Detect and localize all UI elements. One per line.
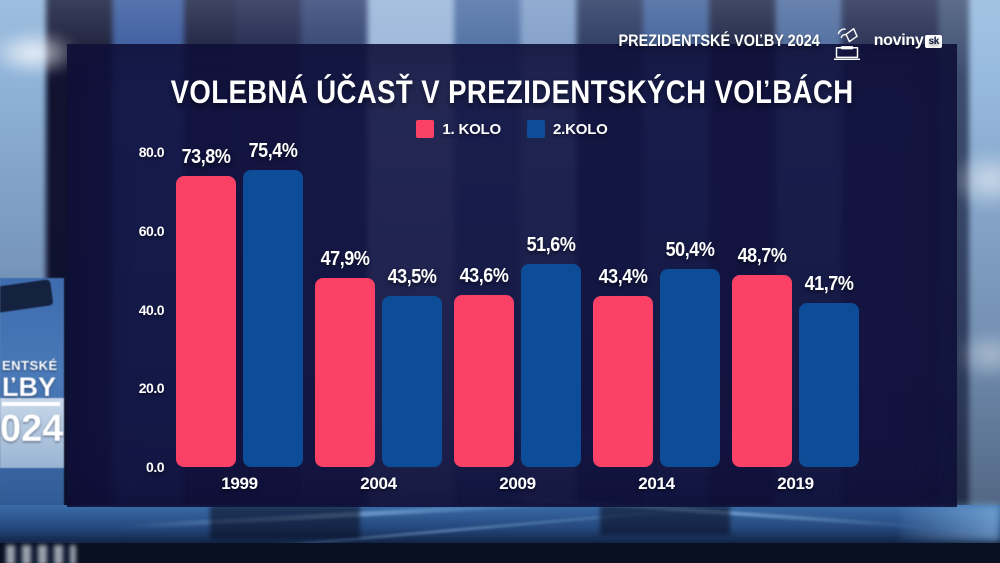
floor-reflection-blob xyxy=(6,545,76,563)
show-title: PREZIDENTSKÉ VOĽBY 2024 xyxy=(618,31,820,50)
value-label-round2-2019: 41,7% xyxy=(804,272,854,295)
value-label-round1-1999: 73,8% xyxy=(181,146,231,169)
plot-area: 80.0 60.0 40.0 20.0 0.0 73,8% 75,4% 1999 47,9% 43… xyxy=(139,140,936,493)
bar-round2-2004 xyxy=(382,295,442,467)
value-label-round2-2004: 43,5% xyxy=(387,265,437,288)
broadcast-badge: PREZIDENTSKÉ VOĽBY 2024 noviny sk xyxy=(583,18,942,64)
studio-floor xyxy=(0,492,1000,563)
value-label-round2-2009: 51,6% xyxy=(526,233,576,256)
y-axis-tick-40.0: 40.0 xyxy=(138,301,165,318)
value-label-round1-2004: 47,9% xyxy=(320,248,370,271)
bar-group-1999: 73,8% 75,4% 1999 xyxy=(176,140,303,493)
floor-highlight xyxy=(900,505,1000,541)
value-label-round2-1999: 75,4% xyxy=(248,140,298,163)
bar-round2-2014 xyxy=(660,268,720,467)
studio-side-screen: ENTSKÉ ĽBY 024 xyxy=(0,278,64,528)
bar-round2-2019 xyxy=(799,302,859,467)
legend-swatch-round2 xyxy=(526,120,545,138)
palace-roof-shape xyxy=(0,279,54,315)
palace-facade-shape xyxy=(0,398,64,468)
wall-text-fragment: ĽBY xyxy=(2,372,56,402)
floor-shadow xyxy=(600,505,730,535)
y-axis-tick-0.0: 0.0 xyxy=(146,459,164,475)
x-axis-label-2004: 2004 xyxy=(360,474,397,493)
bar-group-2009: 43,6% 51,6% 2009 xyxy=(454,152,581,493)
x-axis-label-1999: 1999 xyxy=(221,474,258,493)
chart-legend: 1. KOLO 2.KOLO xyxy=(67,120,957,138)
x-axis-label-2009: 2009 xyxy=(499,474,536,493)
bar-round1-2009 xyxy=(454,295,514,467)
x-axis-label-2019: 2019 xyxy=(777,474,814,493)
legend-swatch-round1 xyxy=(416,120,435,138)
value-label-round1-2014: 43,4% xyxy=(598,266,648,289)
wall-text-underline xyxy=(2,402,60,406)
bar-round1-2019 xyxy=(732,275,792,467)
legend-item-round2: 2.KOLO xyxy=(526,120,608,138)
value-label-round1-2019: 48,7% xyxy=(737,245,787,268)
bar-group-2014: 43,4% 50,4% 2014 xyxy=(593,152,720,493)
noviny-logo-text: noviny xyxy=(873,32,924,49)
noviny-logo-sk-tag: sk xyxy=(925,34,942,48)
value-label-round2-2014: 50,4% xyxy=(665,238,715,261)
bar-group-2019: 48,7% 41,7% 2019 xyxy=(732,152,859,493)
value-label-round1-2009: 43,6% xyxy=(459,265,509,288)
legend-label-round2: 2.KOLO xyxy=(552,120,608,138)
y-axis-tick-20.0: 20.0 xyxy=(138,380,165,397)
legend-label-round1: 1. KOLO xyxy=(442,120,501,138)
chart-title: VOLEBNÁ ÚČASŤ V PREZIDENTSKÝCH VOĽBÁCH xyxy=(170,74,854,110)
legend-item-round1: 1. KOLO xyxy=(416,120,501,138)
ballot-box-icon xyxy=(833,27,860,60)
wall-text-fragment: 024 xyxy=(0,408,64,450)
wall-text-fragment: ENTSKÉ xyxy=(2,358,58,373)
bar-round1-1999 xyxy=(176,176,236,467)
noviny-logo: noviny sk xyxy=(874,32,942,50)
x-axis-label-2014: 2014 xyxy=(638,474,675,493)
bar-round1-2014 xyxy=(593,296,653,467)
cloud-shape xyxy=(0,30,78,76)
bar-round2-1999 xyxy=(243,170,303,467)
y-axis-tick-80.0: 80.0 xyxy=(138,144,165,160)
y-axis-tick-60.0: 60.0 xyxy=(138,222,165,239)
graphics-panel: VOLEBNÁ ÚČASŤ V PREZIDENTSKÝCH VOĽBÁCH 1… xyxy=(67,44,957,507)
bar-round2-2009 xyxy=(521,263,581,467)
bar-round1-2004 xyxy=(315,278,375,467)
bar-group-2004: 47,9% 43,5% 2004 xyxy=(315,152,442,493)
floor-shadow xyxy=(210,505,360,539)
floor-front-edge xyxy=(0,543,1000,563)
